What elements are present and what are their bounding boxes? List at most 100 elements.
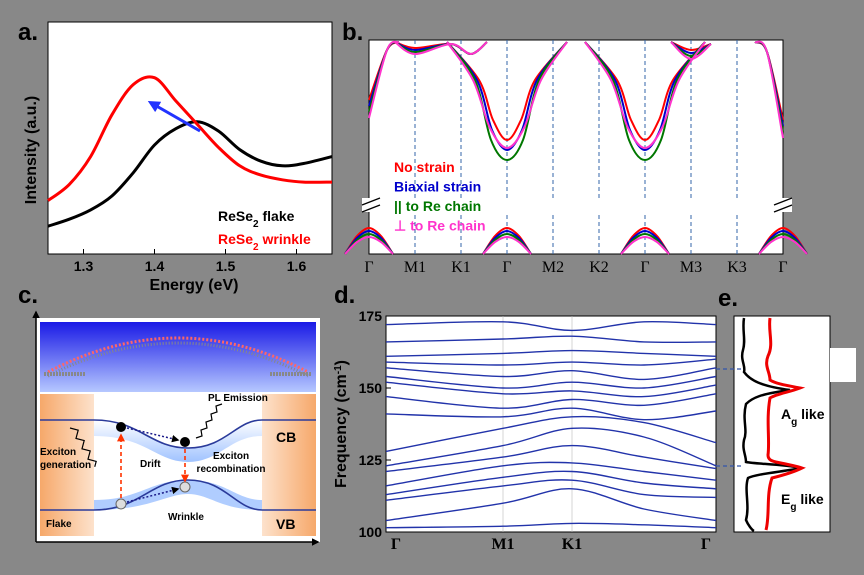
raman-spectrum-flake [740, 317, 803, 533]
panel-e-plot-area [733, 315, 831, 533]
pl-emission-label: PL Emission [208, 393, 268, 404]
vb-label: VB [276, 516, 295, 532]
wrinkle-atoms-top [47, 336, 309, 374]
panel-b-band [394, 41, 488, 56]
wrinkle-label: Wrinkle [168, 512, 204, 523]
phonon-branch [385, 320, 717, 332]
cb-label: CB [276, 429, 296, 445]
panel-b-valence-band [758, 232, 808, 255]
panel-b-band [584, 41, 706, 162]
panel-b-band [584, 41, 706, 152]
panel-b-band [584, 41, 706, 142]
drift-label: Drift [140, 459, 161, 470]
panel-a-plot-area [47, 21, 333, 255]
peak-shift-arrow [147, 101, 201, 133]
panel-a-tick-label: 1.5 [216, 258, 236, 274]
break-mark-left-2 [361, 204, 381, 213]
panel-b-band [446, 41, 568, 142]
break-mark-right-2 [773, 204, 793, 213]
panel-b-kpoint-label: M1 [404, 259, 426, 276]
phonon-branch [385, 415, 717, 453]
panel-b-band [670, 41, 712, 60]
legend-wrinkle: ReSe2 wrinkle [218, 231, 311, 253]
break-mark-left-1 [361, 197, 381, 206]
panel-d-x-tick-label: Γ [701, 536, 711, 553]
panel-b-legend-entry: No strain [394, 159, 455, 175]
panel-d-kpoint-lines [502, 316, 573, 532]
phonon-branch [385, 522, 717, 529]
electron-drift-arrow [126, 427, 180, 443]
panel-b-kpoint-label: Γ [640, 259, 649, 276]
panel-a-tick-label: 1.6 [287, 258, 307, 274]
legend-flake: ReSe2 flake [218, 208, 295, 230]
panel-a: a. 1.3 1.4 1.5 1.6 Energy (eV) Intensity (a… [18, 19, 333, 294]
panel-c-label: c. [18, 282, 38, 309]
excitation-photon [69, 427, 97, 467]
panel-b-kpoint-label: M3 [680, 259, 702, 276]
exciton-generation-label: Exciton generation [40, 447, 92, 471]
raman-spectrum-wrinkle [764, 317, 806, 531]
wrinkle-sketch-background [40, 322, 316, 392]
panel-d-y-tick-label: 150 [359, 380, 383, 396]
axis-break [362, 198, 792, 212]
phonon-branch [385, 427, 717, 467]
phonon-branch [385, 479, 717, 501]
white-square [830, 348, 856, 382]
electron-right [180, 437, 190, 447]
hole-right [179, 481, 191, 493]
break-mark-right-1 [773, 197, 793, 206]
panel-d: d. 100 125 150 175 Γ M1 K1 Γ Frequency (cm-1) [333, 282, 717, 553]
panel-a-label: a. [18, 19, 38, 46]
phonon-branch [385, 375, 717, 389]
panel-b-valence-band [620, 235, 670, 255]
phonon-branch [385, 349, 717, 357]
panel-b-kpoint-label: Γ [364, 259, 373, 276]
panel-a-x-ticks: 1.3 1.4 1.5 1.6 [74, 249, 307, 274]
panel-b-valence-band [482, 232, 532, 255]
panel-b-bands [344, 40, 808, 255]
panel-e-label: e. [718, 285, 738, 312]
panel-b-kpoint-label: K1 [451, 259, 471, 276]
panel-d-label: d. [334, 282, 355, 309]
panel-b-legend-entry: ⊥ to Re chain [394, 218, 486, 234]
panel-b-band [584, 41, 706, 150]
eg-like-label: Eg like [781, 491, 824, 513]
panel-b-valence-band [482, 235, 532, 255]
panel-d-plot-area [385, 315, 717, 533]
panel-a-tick-label: 1.3 [74, 258, 94, 274]
vb-gradient [94, 480, 262, 510]
panel-b-band [446, 41, 568, 152]
panel-b-x-ticks: Γ M1 K1 Γ M2 K2 Γ M3 K3 Γ [364, 259, 787, 276]
panel-d-ylabel: Frequency (cm-1) [333, 360, 351, 488]
phonon-branch [385, 470, 717, 496]
ag-like-label: Ag like [781, 406, 825, 428]
electron-left [116, 422, 126, 432]
panel-b-legend: No strain Biaxial strain || to Re chain ⊥ t… [394, 159, 486, 234]
panel-e: e. Ag like Eg like [716, 285, 856, 533]
wrinkle-atoms-bottom [47, 341, 309, 378]
panel-b-plot-area [368, 39, 784, 255]
phonon-branch [385, 461, 717, 487]
panel-b-valence-band [344, 232, 394, 255]
panel-d-x-tick-label: M1 [491, 536, 514, 553]
emission-photon [195, 403, 223, 439]
panel-b-band [754, 40, 784, 139]
panel-d-x-tick-label: Γ [391, 536, 401, 553]
phonon-branch [385, 407, 717, 421]
panel-d-y-tick-label: 125 [359, 452, 383, 468]
exciton-recombination-label-box: Exciton recombination [197, 451, 266, 475]
panel-a-tick-label: 1.4 [145, 258, 165, 274]
panel-b: b. No strain Biaxial strain || to Re chain… [342, 19, 808, 276]
panel-b-kpoint-label: K3 [727, 259, 747, 276]
phonon-branch [385, 358, 717, 366]
panel-b-kpoint-label: M2 [542, 259, 564, 276]
panel-b-kpoint-label: Γ [502, 259, 511, 276]
panel-b-valence-band [620, 232, 670, 255]
hole-left [115, 498, 127, 510]
panel-b-band [446, 41, 568, 150]
phonon-branch [385, 381, 717, 398]
panel-b-label: b. [342, 19, 363, 46]
flake-region-right [262, 394, 316, 536]
exciton-generation-label-box: Exciton generation [40, 447, 92, 471]
phonon-branch [385, 393, 717, 409]
